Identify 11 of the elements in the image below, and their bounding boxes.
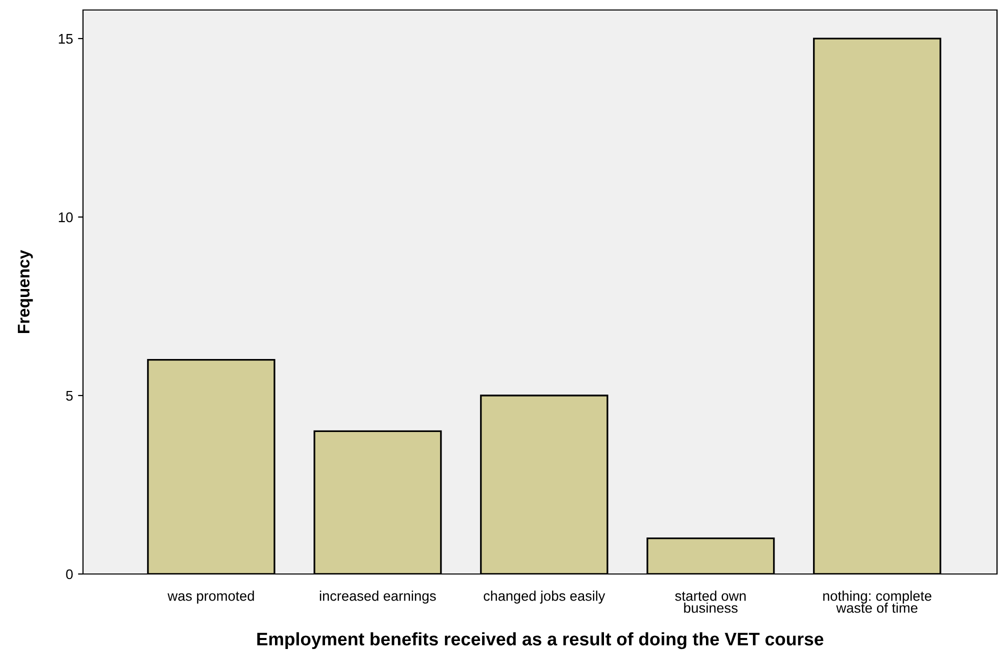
y-tick-label: 15	[58, 34, 73, 44]
x-tick-label: changed jobs easily	[484, 590, 606, 604]
y-axis-title: Frequency	[18, 250, 33, 334]
x-tick-label: was promoted	[168, 590, 254, 604]
x-axis-title: Employment benefits received as a result of doing the VET course	[257, 632, 824, 650]
x-tick-label: nothing: complete waste of time	[823, 590, 932, 613]
x-tick-label: started own business	[675, 590, 746, 613]
y-tick-label: 5	[66, 390, 73, 401]
x-tick-label: increased earnings	[320, 590, 436, 604]
y-tick-label: 0	[66, 569, 73, 580]
y-tick-label: 10	[58, 212, 73, 222]
